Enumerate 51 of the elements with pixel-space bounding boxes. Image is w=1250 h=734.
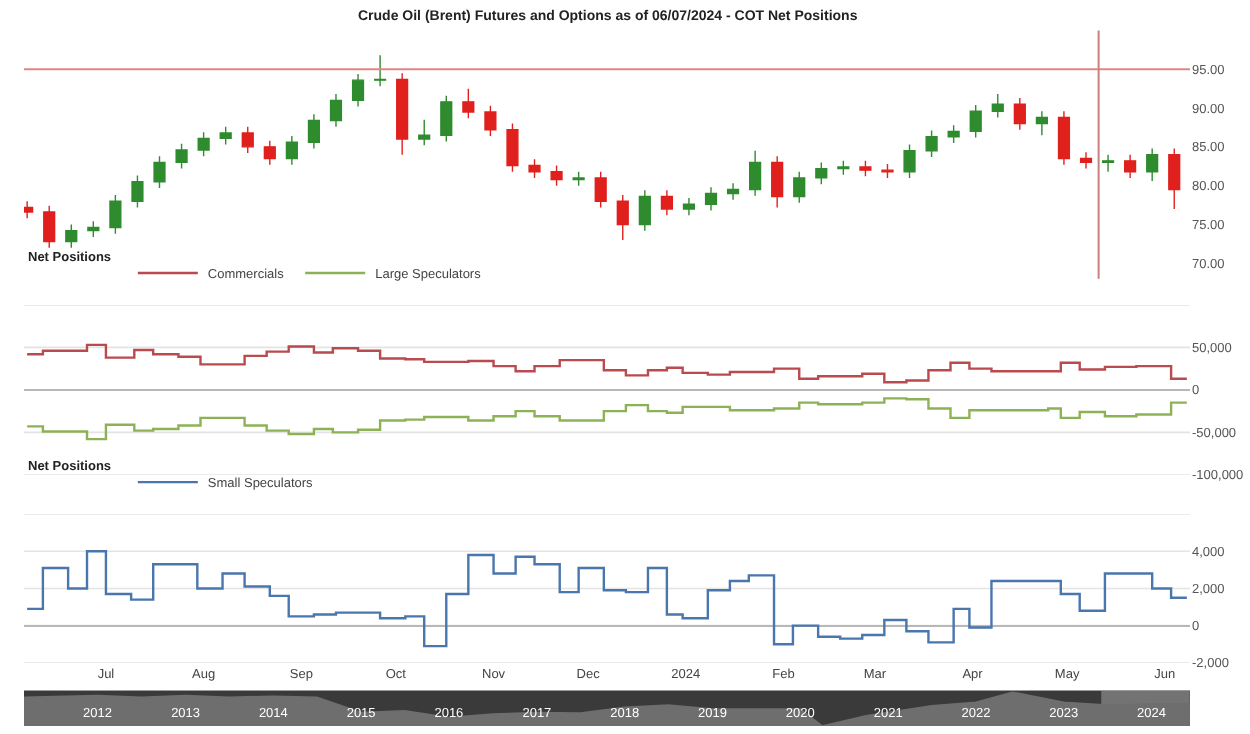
candlestick [153,155,166,189]
candlestick [726,182,740,201]
candlestick [109,194,122,235]
candlestick [418,119,431,147]
candlestick [24,200,34,219]
candlestick [1013,97,1026,131]
candlestick [131,174,144,209]
candlestick [704,186,718,212]
candlestick [43,205,56,249]
candlestick [374,54,387,88]
candlestick [903,143,916,179]
candlestick [1079,151,1093,170]
candlestick [506,122,519,173]
candlestick [815,161,828,185]
candlestick [1168,147,1181,210]
candlestick [484,105,497,137]
candlestick [1146,147,1159,182]
candlestick [285,135,298,166]
candlestick [440,94,453,143]
candlestick [793,171,806,204]
candlestick [616,194,629,241]
candlestick [991,93,1004,119]
candlestick [638,189,651,232]
candlestick [351,73,365,108]
candlestick [197,131,210,157]
candlestick [307,113,321,150]
candlestick [550,164,563,187]
candlestick [1035,110,1048,136]
candlestick [528,158,541,179]
candlestick [1124,153,1137,179]
candlestick [219,126,232,146]
candlestick [241,126,254,154]
candlestick [682,197,696,216]
candlestick [660,189,673,216]
candlestick [859,160,872,178]
candlestick [1101,153,1115,173]
candlestick [572,171,585,187]
candlestick [925,129,938,158]
candlestick [329,93,343,128]
candlestick [881,163,894,179]
candlestick [771,155,784,209]
candlestick [1057,110,1071,166]
candlestick [175,143,188,170]
candlestick [396,72,409,156]
candlestick [462,87,475,119]
candlestick [65,223,78,249]
candlestick [263,139,276,166]
candlestick [594,171,607,209]
candlestick [837,160,850,176]
candlestick [969,104,982,139]
candlestick [749,150,762,197]
